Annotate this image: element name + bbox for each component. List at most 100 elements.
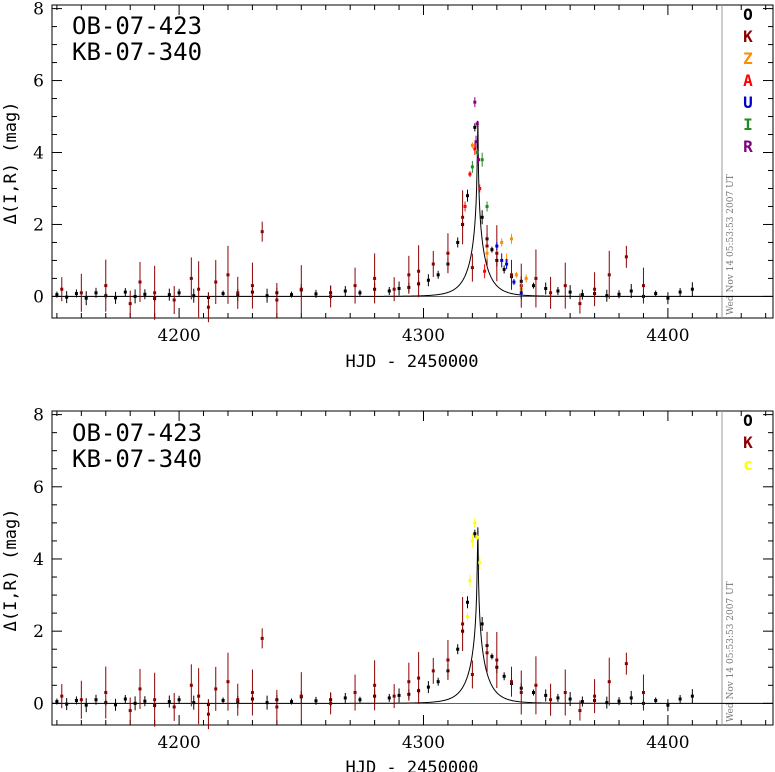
- data-point: [123, 697, 127, 701]
- data-point: [678, 697, 682, 701]
- data-point: [353, 284, 357, 288]
- data-point: [678, 290, 682, 294]
- data-point: [461, 215, 465, 219]
- data-point: [426, 278, 430, 282]
- data-point: [512, 280, 516, 284]
- data-point: [478, 186, 482, 190]
- data-point: [299, 694, 303, 698]
- data-point: [475, 122, 479, 126]
- data-point: [250, 691, 254, 695]
- data-point: [480, 622, 484, 626]
- data-point: [666, 296, 670, 300]
- data-point: [133, 701, 137, 705]
- legend-entry-Z: Z: [743, 49, 753, 68]
- data-point: [593, 287, 597, 291]
- data-point: [128, 302, 132, 306]
- data-point: [509, 237, 513, 241]
- data-point: [397, 286, 401, 290]
- event-name-1: OB-07-423: [72, 12, 202, 40]
- data-point: [470, 266, 474, 270]
- x-axis-label: HJD - 2450000: [345, 352, 478, 372]
- data-point: [138, 280, 142, 284]
- data-point: [473, 100, 477, 104]
- data-point: [490, 654, 494, 658]
- data-point: [55, 293, 59, 297]
- event-name-2: KB-07-340: [72, 445, 202, 473]
- data-point: [456, 240, 460, 244]
- data-point: [531, 284, 535, 288]
- y-tick-label: 8: [33, 0, 44, 20]
- data-point: [197, 287, 201, 291]
- data-point: [128, 709, 132, 713]
- event-name-1: OB-07-423: [72, 419, 202, 447]
- data-point: [465, 194, 469, 198]
- data-point: [578, 302, 582, 306]
- data-point: [79, 291, 83, 295]
- data-point: [290, 293, 294, 297]
- data-point: [495, 251, 499, 255]
- data-point: [84, 296, 88, 300]
- data-point: [534, 276, 538, 280]
- data-point: [505, 262, 509, 266]
- legend-entry-I: I: [743, 115, 753, 134]
- data-point: [143, 699, 147, 703]
- data-point: [236, 291, 240, 295]
- data-point: [74, 292, 78, 296]
- data-point: [666, 703, 670, 707]
- data-point: [456, 647, 460, 651]
- data-point: [607, 273, 611, 277]
- y-tick-label: 2: [33, 215, 44, 235]
- data-point: [192, 701, 196, 705]
- data-point: [275, 298, 279, 302]
- bottom-light-curve-panel: OB-07-423 KB-07-340 HJD - 2450000 Δ(I,R)…: [1, 406, 774, 772]
- data-point: [480, 215, 484, 219]
- data-point: [114, 703, 118, 707]
- data-point: [580, 700, 584, 704]
- data-point: [431, 262, 435, 266]
- data-point: [568, 697, 572, 701]
- data-point: [123, 290, 127, 294]
- series-A: [463, 142, 487, 279]
- data-point: [549, 698, 553, 702]
- x-axis-label: HJD - 2450000: [345, 758, 478, 772]
- data-point: [490, 248, 494, 252]
- y-tick-label: 6: [33, 72, 44, 92]
- data-point: [617, 292, 621, 296]
- top-light-curve-panel: OB-07-423 KB-07-340 HJD - 2450000 Δ(I,R)…: [1, 0, 774, 372]
- data-point: [500, 258, 504, 262]
- data-point: [485, 251, 489, 255]
- data-point: [153, 698, 157, 702]
- data-point: [189, 276, 193, 280]
- data-point: [495, 244, 499, 248]
- data-point: [172, 705, 176, 709]
- data-point: [358, 698, 362, 702]
- data-point: [502, 674, 506, 678]
- data-point: [485, 651, 489, 655]
- data-point: [556, 289, 560, 293]
- data-point: [473, 532, 477, 536]
- series-K: [60, 190, 645, 323]
- data-point: [153, 291, 157, 295]
- data-point: [392, 694, 396, 698]
- y-tick-label: 0: [33, 287, 44, 307]
- series-K: [60, 596, 645, 730]
- event-name-2: KB-07-340: [72, 38, 202, 66]
- data-point: [485, 204, 489, 208]
- data-point: [189, 683, 193, 687]
- data-point: [468, 579, 472, 583]
- data-point: [55, 700, 59, 704]
- data-point: [475, 151, 479, 155]
- y-axis-label: Δ(I,R) (mag): [1, 102, 21, 225]
- data-point: [593, 694, 597, 698]
- data-point: [265, 294, 269, 298]
- data-point: [221, 292, 225, 296]
- data-point: [473, 521, 477, 525]
- legend-entry-K: K: [743, 27, 753, 46]
- data-point: [446, 658, 450, 662]
- data-point: [392, 287, 396, 291]
- data-point: [470, 672, 474, 676]
- x-tick-label: 4200: [157, 733, 200, 753]
- data-point: [544, 693, 548, 697]
- series-I: [470, 148, 489, 212]
- x-tick-label: 4400: [646, 326, 689, 346]
